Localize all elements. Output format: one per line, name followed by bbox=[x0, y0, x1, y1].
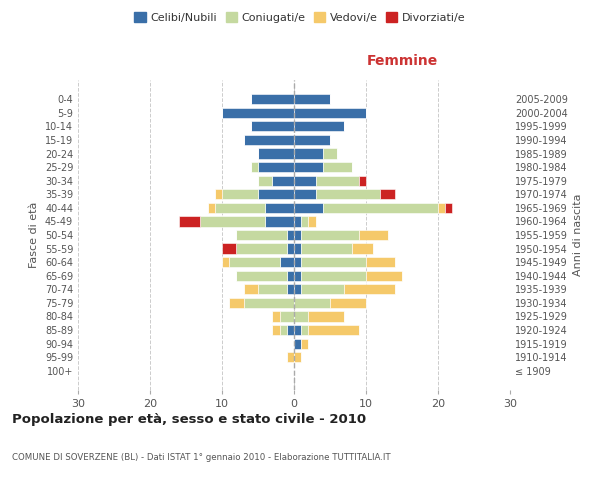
Bar bbox=[438, 202, 445, 213]
Bar bbox=[366, 257, 395, 268]
Y-axis label: Anni di nascita: Anni di nascita bbox=[573, 194, 583, 276]
Bar bbox=[316, 176, 359, 186]
Bar bbox=[445, 202, 452, 213]
Bar bbox=[294, 94, 330, 104]
Bar bbox=[236, 270, 287, 281]
Bar bbox=[222, 257, 229, 268]
Bar bbox=[323, 202, 438, 213]
Bar bbox=[179, 216, 200, 226]
Bar bbox=[287, 284, 294, 294]
Bar bbox=[265, 216, 294, 226]
Bar bbox=[352, 244, 373, 254]
Bar bbox=[294, 270, 301, 281]
Text: COMUNE DI SOVERZENE (BL) - Dati ISTAT 1° gennaio 2010 - Elaborazione TUTTITALIA.: COMUNE DI SOVERZENE (BL) - Dati ISTAT 1°… bbox=[12, 452, 391, 462]
Bar bbox=[294, 176, 316, 186]
Bar bbox=[308, 312, 344, 322]
Bar bbox=[222, 244, 236, 254]
Bar bbox=[294, 338, 301, 348]
Bar bbox=[200, 216, 265, 226]
Bar bbox=[380, 189, 395, 200]
Bar bbox=[294, 352, 301, 362]
Bar bbox=[287, 270, 294, 281]
Bar bbox=[251, 162, 258, 172]
Bar bbox=[294, 230, 301, 240]
Bar bbox=[294, 257, 301, 268]
Bar bbox=[258, 189, 294, 200]
Bar bbox=[280, 325, 287, 335]
Bar bbox=[301, 338, 308, 348]
Bar bbox=[294, 108, 366, 118]
Bar bbox=[316, 189, 380, 200]
Bar bbox=[294, 148, 323, 158]
Bar bbox=[294, 298, 330, 308]
Bar bbox=[280, 312, 294, 322]
Y-axis label: Fasce di età: Fasce di età bbox=[29, 202, 39, 268]
Bar bbox=[301, 216, 308, 226]
Bar bbox=[236, 244, 287, 254]
Text: Popolazione per età, sesso e stato civile - 2010: Popolazione per età, sesso e stato civil… bbox=[12, 412, 366, 426]
Bar bbox=[301, 257, 366, 268]
Bar bbox=[258, 176, 272, 186]
Bar bbox=[287, 230, 294, 240]
Bar bbox=[294, 189, 316, 200]
Bar bbox=[294, 202, 323, 213]
Bar bbox=[294, 312, 308, 322]
Bar bbox=[272, 325, 280, 335]
Bar bbox=[287, 352, 294, 362]
Bar bbox=[222, 108, 294, 118]
Bar bbox=[294, 122, 344, 132]
Bar bbox=[251, 94, 294, 104]
Bar bbox=[301, 244, 352, 254]
Bar bbox=[308, 216, 316, 226]
Bar bbox=[272, 176, 294, 186]
Bar bbox=[287, 244, 294, 254]
Bar bbox=[244, 298, 294, 308]
Bar bbox=[280, 257, 294, 268]
Bar bbox=[265, 202, 294, 213]
Bar bbox=[272, 312, 280, 322]
Bar bbox=[215, 189, 222, 200]
Bar bbox=[208, 202, 215, 213]
Bar bbox=[308, 325, 359, 335]
Bar bbox=[229, 257, 280, 268]
Bar bbox=[301, 325, 308, 335]
Bar bbox=[301, 284, 344, 294]
Bar bbox=[294, 216, 301, 226]
Bar bbox=[301, 270, 366, 281]
Bar bbox=[294, 244, 301, 254]
Bar bbox=[215, 202, 265, 213]
Bar bbox=[229, 298, 244, 308]
Bar bbox=[359, 230, 388, 240]
Bar bbox=[258, 162, 294, 172]
Bar bbox=[236, 230, 287, 240]
Bar bbox=[294, 325, 301, 335]
Bar bbox=[366, 270, 402, 281]
Bar bbox=[244, 284, 258, 294]
Bar bbox=[330, 298, 366, 308]
Legend: Celibi/Nubili, Coniugati/e, Vedovi/e, Divorziati/e: Celibi/Nubili, Coniugati/e, Vedovi/e, Di… bbox=[130, 8, 470, 28]
Bar bbox=[287, 325, 294, 335]
Bar bbox=[294, 284, 301, 294]
Bar bbox=[301, 230, 359, 240]
Bar bbox=[222, 189, 258, 200]
Bar bbox=[294, 162, 323, 172]
Bar bbox=[258, 284, 287, 294]
Text: Femmine: Femmine bbox=[367, 54, 437, 68]
Bar bbox=[294, 135, 330, 145]
Bar bbox=[359, 176, 366, 186]
Bar bbox=[344, 284, 395, 294]
Bar bbox=[323, 162, 352, 172]
Bar bbox=[323, 148, 337, 158]
Bar bbox=[258, 148, 294, 158]
Bar bbox=[244, 135, 294, 145]
Bar bbox=[251, 122, 294, 132]
